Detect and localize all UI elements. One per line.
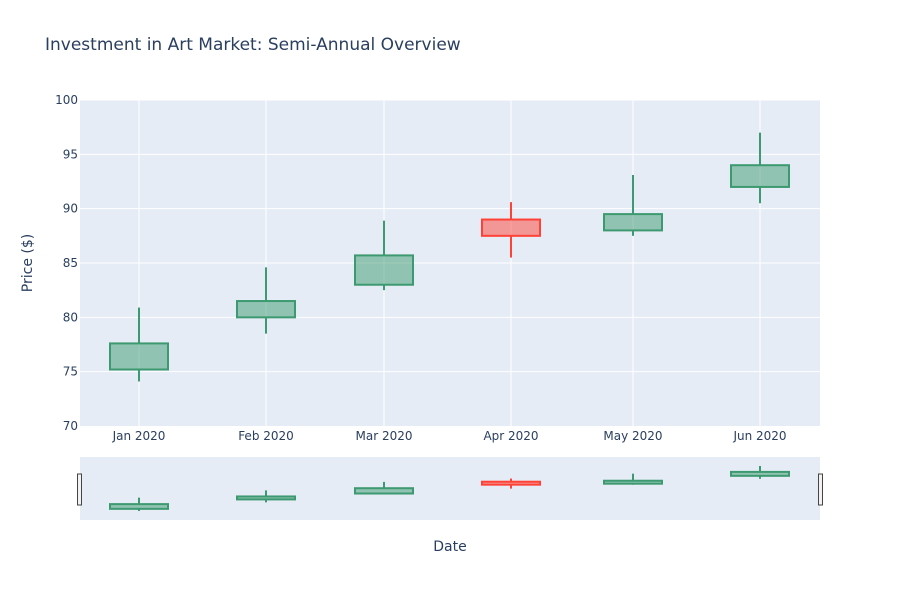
slider-candle-body (109, 503, 169, 510)
slider-candle-body (236, 495, 296, 501)
y-axis-title: Price ($) (20, 234, 36, 292)
x-axis: Jan 2020 Feb 2020 Mar 2020 Apr 2020 May 2020… (112, 429, 787, 443)
candle-body (603, 213, 663, 232)
candle-body (236, 300, 296, 319)
y-tick-label: 70 (63, 419, 78, 433)
slider-candle-body (730, 470, 790, 477)
y-tick-label: 95 (63, 147, 78, 161)
candle-body (730, 164, 790, 188)
y-tick-label: 80 (63, 310, 78, 324)
slider-candle-body (603, 479, 663, 485)
candle-body (109, 342, 169, 371)
candle-body (481, 218, 541, 237)
y-tick-label: 100 (55, 93, 78, 107)
x-tick-label: Mar 2020 (356, 429, 413, 443)
range-slider-left-handle[interactable] (77, 473, 82, 506)
x-tick-label: Jan 2020 (112, 429, 166, 443)
range-slider-candles (109, 466, 790, 511)
grid-lines (80, 99, 820, 426)
x-tick-label: Feb 2020 (238, 429, 294, 443)
y-tick-label: 85 (63, 256, 78, 270)
x-tick-label: May 2020 (603, 429, 662, 443)
y-tick-label: 90 (63, 202, 78, 216)
x-axis-title: Date (433, 539, 466, 555)
range-slider[interactable] (80, 457, 820, 520)
candle-body (354, 254, 414, 286)
range-slider-right-handle[interactable] (818, 473, 823, 506)
slider-candle-body (354, 487, 414, 495)
x-tick-label: Apr 2020 (483, 429, 538, 443)
y-axis: 70 75 80 85 90 95 100 (55, 93, 78, 433)
chart-title: Investment in Art Market: Semi-Annual Ov… (45, 35, 461, 55)
y-tick-label: 75 (63, 365, 78, 379)
candles (109, 132, 790, 382)
slider-candle-body (481, 480, 541, 486)
x-tick-label: Jun 2020 (732, 429, 786, 443)
